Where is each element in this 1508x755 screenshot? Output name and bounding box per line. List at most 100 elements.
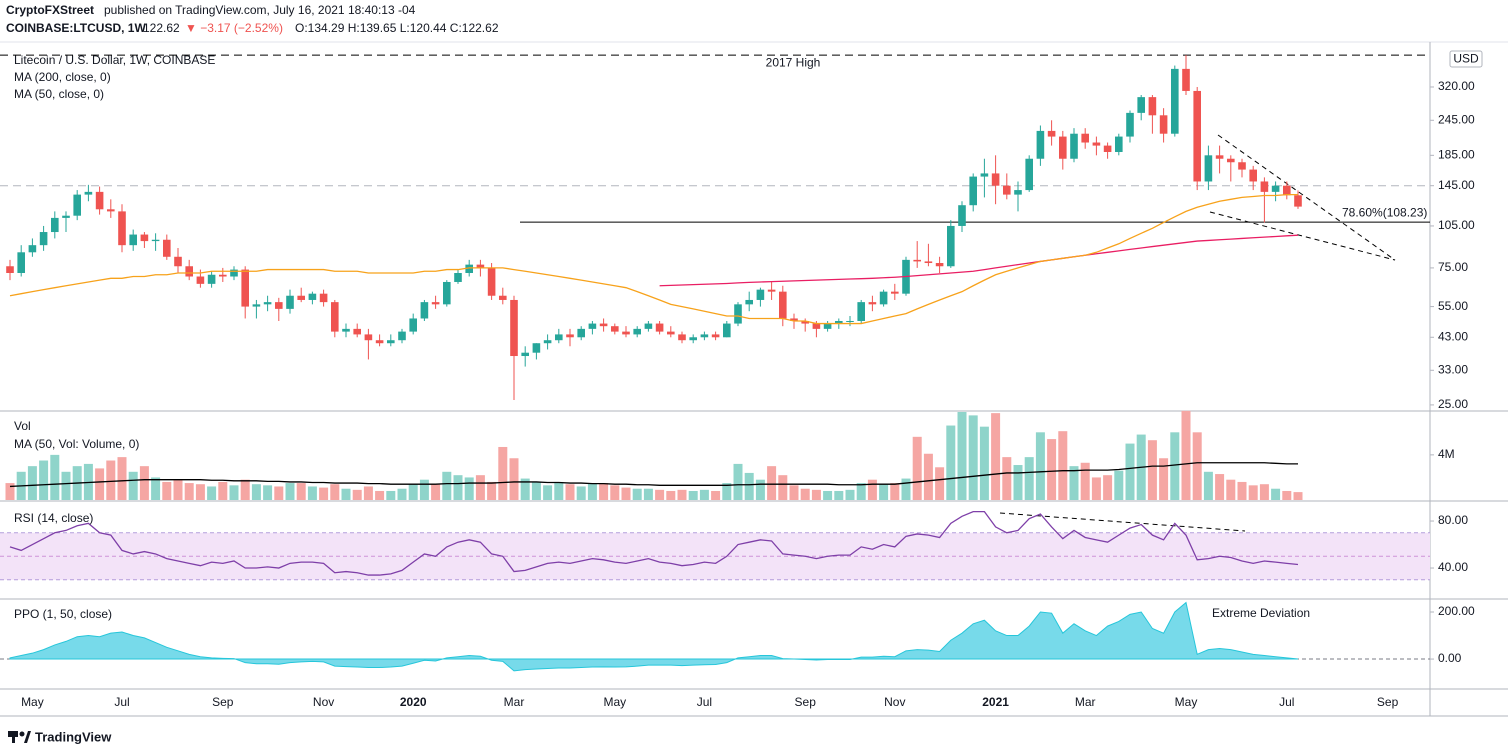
volume-bar (968, 415, 978, 500)
unit-label: USD (1453, 52, 1479, 66)
candle-body (163, 239, 171, 257)
logo-part (12, 731, 15, 743)
volume-bar (576, 486, 586, 500)
candle-body (39, 232, 48, 246)
brand-logo (8, 731, 31, 743)
volume-bar (475, 475, 485, 500)
candle-body (107, 209, 115, 212)
volume-bar (778, 475, 788, 500)
publisher: CryptoFXStreet (6, 3, 94, 17)
candle-body (1271, 185, 1280, 192)
volume-bar (195, 484, 205, 500)
candle-body (532, 343, 541, 353)
candle-body (387, 340, 395, 344)
candle-body (331, 302, 339, 332)
candle-body (756, 289, 765, 300)
volume-bar (139, 466, 149, 500)
volume-bar (621, 487, 631, 500)
x-tick-label: Nov (313, 695, 334, 709)
volume-bar (229, 485, 239, 500)
indicator-line (9, 462, 1298, 488)
volume-bar (442, 471, 452, 500)
volume-bar (106, 460, 116, 500)
candle-body (129, 234, 137, 246)
candle-body (655, 323, 664, 332)
candle-body (510, 299, 518, 357)
candle-body (879, 291, 888, 305)
volume-bar (1002, 457, 1012, 500)
volume-bar (1047, 439, 1057, 500)
candle-body (140, 234, 149, 242)
candle-body (543, 340, 552, 344)
volume-bar (531, 481, 541, 500)
logo-part (19, 731, 25, 737)
volume-bar (991, 413, 1001, 500)
volume-bar (755, 479, 765, 500)
candle-body (263, 302, 272, 305)
candle-body (947, 225, 955, 267)
volume-bar (923, 453, 933, 500)
candle-body (1059, 136, 1067, 159)
candle-body (342, 328, 350, 332)
candle-body (588, 323, 597, 329)
ppo-area (9, 601, 1299, 672)
x-tick-label: Mar (1075, 695, 1096, 709)
volume-bar (1058, 431, 1068, 500)
volume-bar (1293, 492, 1303, 500)
volume-bar (386, 490, 396, 500)
volume-bar (296, 483, 306, 500)
y-tick-label: 0.00 (1438, 651, 1462, 665)
volume-bar (397, 488, 407, 500)
volume-bar (307, 486, 317, 500)
volume-bar (845, 489, 855, 500)
volume-bar (890, 483, 900, 500)
x-tick-label: Sep (795, 695, 817, 709)
volume-bar (823, 490, 833, 500)
candle-body (1182, 68, 1190, 91)
volume-bar (1203, 471, 1213, 500)
volume-bar (643, 488, 653, 500)
candle-body (420, 302, 429, 319)
volume-bar (677, 489, 687, 500)
volume-bar (151, 477, 161, 500)
volume-bar (811, 489, 821, 500)
candle-body (95, 191, 104, 210)
x-tick-label: Jul (114, 695, 129, 709)
candle-body (476, 264, 485, 268)
volume-bar (901, 478, 911, 500)
brand: TradingView (35, 729, 112, 744)
candle-body (801, 320, 809, 324)
volume-bar (319, 487, 329, 500)
candle-body (73, 194, 81, 216)
y-tick-label: 105.00 (1438, 218, 1475, 232)
legend-entry: PPO (1, 50, close) (14, 607, 112, 621)
candle-body (230, 269, 238, 277)
volume-bar (1147, 440, 1157, 500)
x-tick-label: May (1175, 695, 1198, 709)
volume-bar (375, 490, 385, 500)
symbol: COINBASE:LTCUSD, 1W (6, 21, 146, 35)
volume-bar (240, 479, 250, 500)
falling-wedge-upper (1217, 134, 1396, 261)
candle-body (745, 299, 753, 305)
volume-bar (1237, 481, 1247, 500)
volume-bar (979, 426, 989, 500)
volume-bar (128, 471, 138, 500)
y-tick-label: 4M (1438, 447, 1455, 461)
volume-bar (352, 489, 362, 500)
volume-bar (5, 483, 15, 500)
volume-bar (1013, 465, 1023, 500)
volume-bar (856, 483, 866, 500)
candle-body (924, 261, 933, 264)
y-tick-label: 245.00 (1438, 112, 1475, 126)
candle-body (599, 323, 608, 327)
candle-body (823, 323, 832, 329)
candle-body (375, 340, 384, 344)
volume-bar (1091, 477, 1101, 500)
candle-body (1036, 130, 1045, 159)
x-tick-label: Mar (504, 695, 525, 709)
candle-body (700, 334, 709, 338)
candle-body (1014, 190, 1022, 195)
level-label: 2017 High (766, 55, 821, 69)
volume-bar (1170, 432, 1180, 500)
